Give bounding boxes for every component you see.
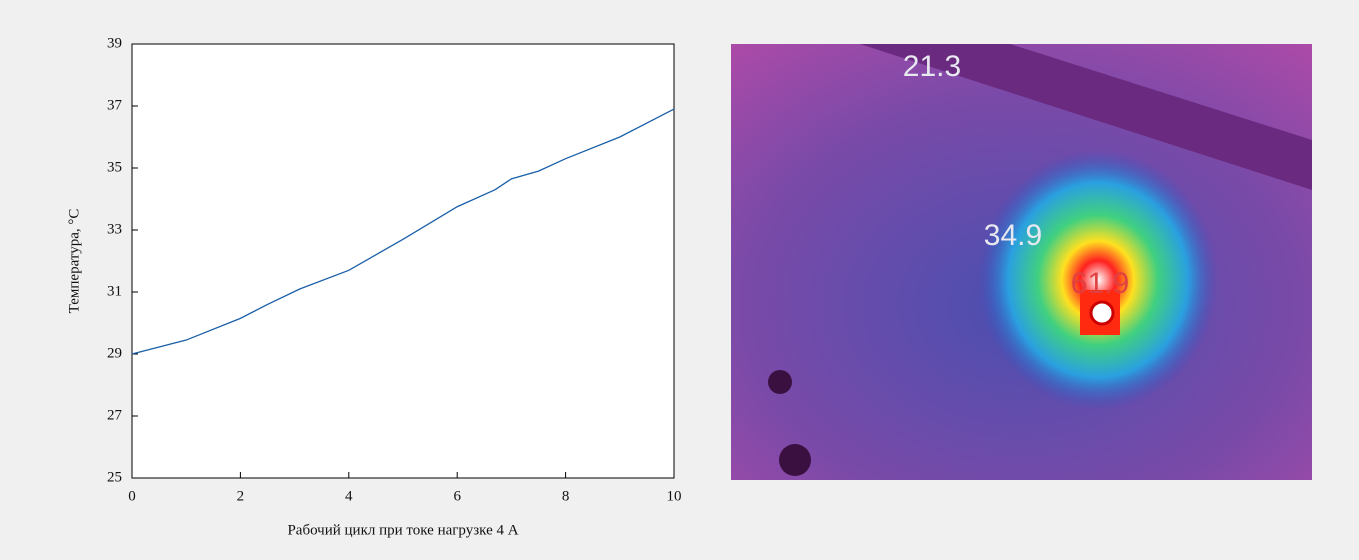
y-tick-label: 27 <box>107 407 123 423</box>
y-tick-label: 37 <box>107 97 123 113</box>
plot-frame <box>131 43 675 479</box>
x-tick-label: 8 <box>562 488 570 504</box>
thermal-label: 21.3 <box>903 50 961 83</box>
x-axis-label: Рабочий цикл при токе нагрузке 4 А <box>287 522 518 538</box>
thermal-label: 34.9 <box>984 219 1042 252</box>
thermal-cable <box>860 44 1312 190</box>
thermal-hole <box>768 370 792 394</box>
x-tick-label: 0 <box>128 488 136 504</box>
y-axis-label: Температура, °C <box>66 209 82 314</box>
thermal-label: 61.9 <box>1071 267 1129 300</box>
y-tick-label: 25 <box>107 469 122 485</box>
y-tick-label: 39 <box>107 35 122 51</box>
x-tick-label: 2 <box>237 488 245 504</box>
x-tick-label: 6 <box>453 488 461 504</box>
y-tick-label: 33 <box>107 221 122 237</box>
x-tick-label: 10 <box>667 488 682 504</box>
thermal-marker <box>1089 300 1115 326</box>
x-tick-label: 4 <box>345 488 353 504</box>
y-tick-label: 29 <box>107 345 122 361</box>
thermal-hole <box>779 444 811 476</box>
y-tick-label: 35 <box>107 159 122 175</box>
thermal-image: 21.3 34.9 61.9 <box>731 44 1312 480</box>
thermal-hotspot <box>978 150 1218 410</box>
plot-area <box>132 44 674 478</box>
data-line <box>131 108 675 355</box>
y-tick-label: 31 <box>107 283 122 299</box>
